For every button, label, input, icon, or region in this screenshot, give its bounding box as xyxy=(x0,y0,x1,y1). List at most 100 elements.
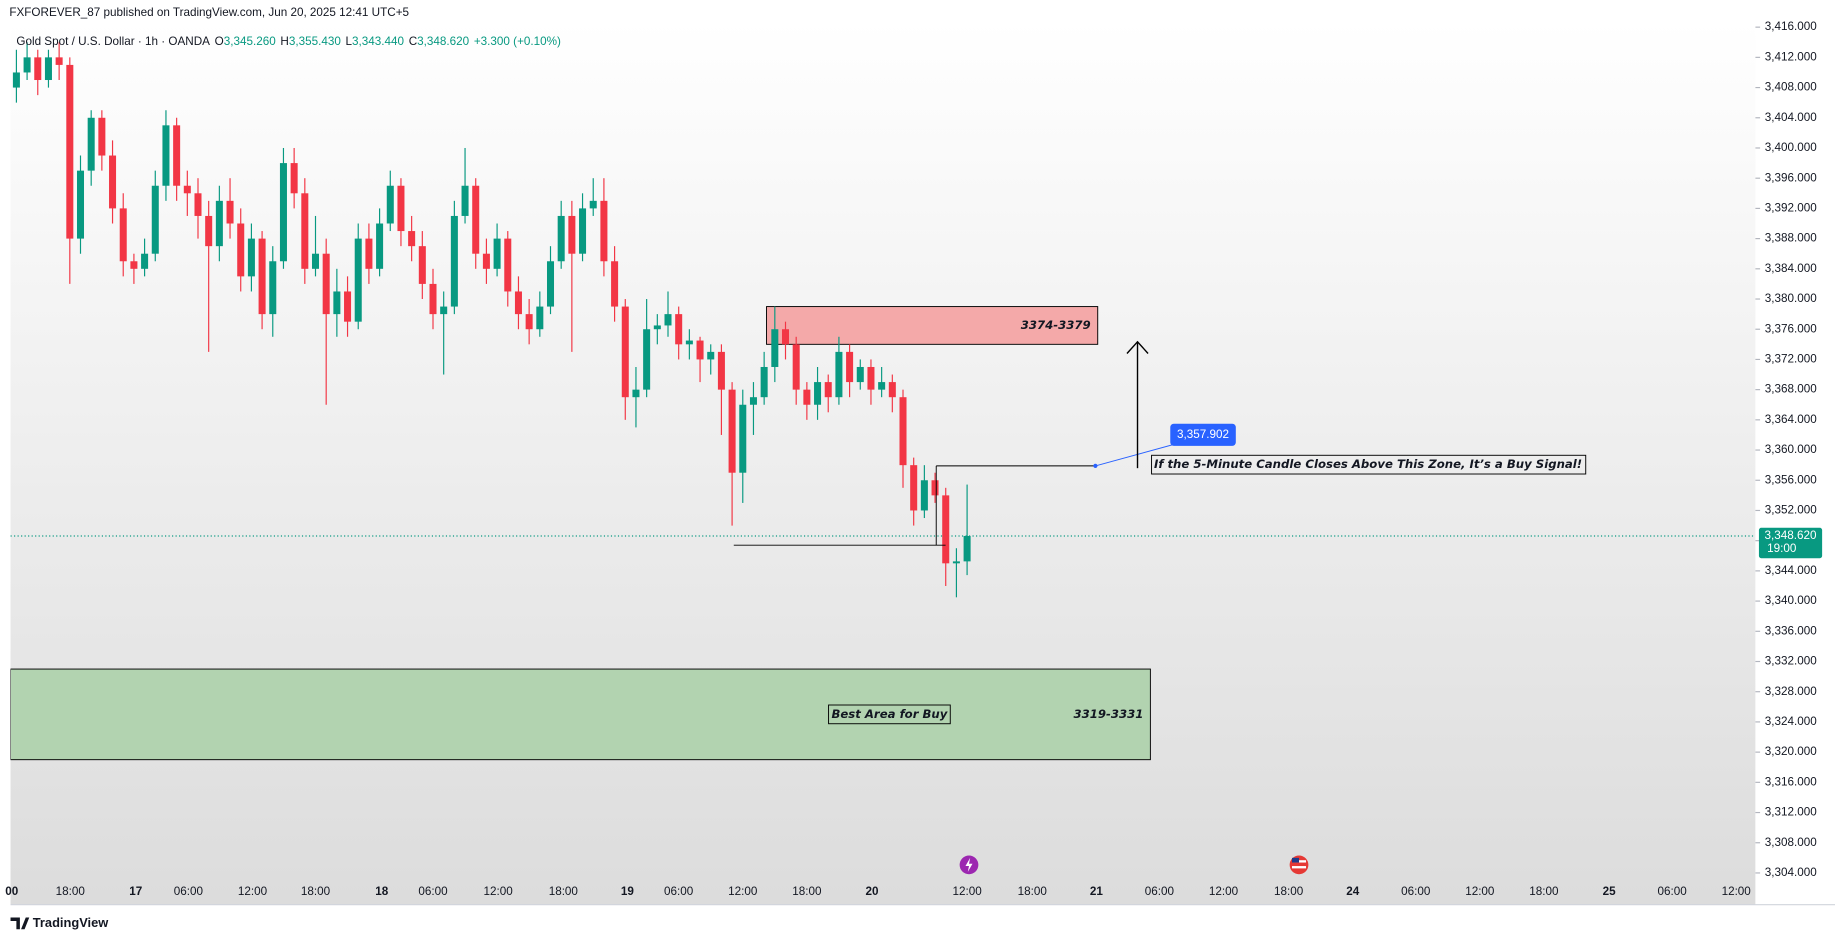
candle-body xyxy=(685,340,693,345)
x-tick-label: 18:00 xyxy=(56,885,86,898)
y-tick-label: 3,356.000 xyxy=(1765,473,1817,486)
candle-body xyxy=(525,314,533,330)
x-tick-label: 12:00 xyxy=(952,885,982,898)
y-tick-label: 3,364.000 xyxy=(1765,413,1817,426)
zone-note-box xyxy=(828,704,951,725)
last-price-label: 3,348.620 xyxy=(1765,529,1817,542)
candle-body xyxy=(536,306,544,330)
y-tick-label: 3,328.000 xyxy=(1765,685,1817,698)
x-tick-label: 18:00 xyxy=(1274,885,1304,898)
candle-body xyxy=(279,163,287,262)
candle-body xyxy=(952,561,960,564)
price-axis xyxy=(1755,21,1835,905)
callout-label: 3,357.902 xyxy=(1177,428,1229,441)
y-tick-label: 3,380.000 xyxy=(1765,292,1817,305)
y-tick-label: 3,336.000 xyxy=(1765,624,1817,637)
candle-body xyxy=(771,329,779,367)
candle-body xyxy=(322,253,330,315)
y-tick-label: 3,404.000 xyxy=(1765,111,1817,124)
x-tick-label: 12:00 xyxy=(1465,885,1495,898)
countdown: 19:00 xyxy=(1767,542,1797,555)
candle-body xyxy=(76,170,85,239)
candle-body xyxy=(408,231,416,247)
x-tick-label: 06:00 xyxy=(174,885,204,898)
candle-body xyxy=(429,283,437,315)
candle-body xyxy=(856,366,864,383)
candle-body xyxy=(824,382,832,398)
event-icon[interactable] xyxy=(959,855,979,875)
zone xyxy=(766,306,1099,345)
x-tick-label: 12:00 xyxy=(1722,885,1752,898)
candle-body xyxy=(333,291,341,315)
x-tick-label: 19 xyxy=(621,885,635,898)
x-tick-label: 18 xyxy=(375,885,389,898)
y-tick-label: 3,344.000 xyxy=(1765,564,1817,577)
zone xyxy=(10,668,1151,761)
x-tick-label: 18:00 xyxy=(301,885,331,898)
candle-body xyxy=(119,208,127,262)
y-tick-label: 3,376.000 xyxy=(1765,322,1817,335)
candle-body xyxy=(514,291,522,315)
candle-body xyxy=(910,465,918,511)
candle-body xyxy=(12,72,20,88)
x-tick-label: 24 xyxy=(1346,885,1359,898)
candle-body xyxy=(141,253,149,269)
candle-body xyxy=(557,215,565,262)
candle-body xyxy=(482,253,490,269)
candle-body xyxy=(878,382,886,390)
flag-icon[interactable] xyxy=(1289,855,1309,875)
candle-body xyxy=(600,200,608,262)
y-tick-label: 3,308.000 xyxy=(1765,836,1817,849)
x-tick-label: 21 xyxy=(1090,885,1104,898)
candle-body xyxy=(611,261,619,307)
overlay-layer: 3,304.000 3,308.000 3,312.000 3,316.000 3,32… xyxy=(5,20,1823,898)
candle-body xyxy=(792,344,800,390)
zone-label: 3319-3331 xyxy=(1073,707,1143,721)
legend-value: 3,345.260 xyxy=(224,35,276,48)
plot-layer xyxy=(10,42,1756,761)
candle-body xyxy=(739,404,747,473)
candle-body xyxy=(899,397,907,466)
candle-body xyxy=(717,351,725,390)
candle-body xyxy=(34,57,42,81)
candle-body xyxy=(418,246,426,284)
candle-body xyxy=(675,314,683,345)
candle-body xyxy=(66,64,74,239)
candle-body xyxy=(632,389,640,398)
x-tick-label: 12:00 xyxy=(1209,885,1239,898)
candle-body xyxy=(920,480,928,511)
zone-label: 3374-3379 xyxy=(1021,318,1091,332)
x-tick-label: 06:00 xyxy=(1401,885,1431,898)
signal-text-box xyxy=(1151,454,1587,475)
x-tick-label: 06:00 xyxy=(418,885,448,898)
candle-body xyxy=(781,329,790,345)
y-tick-label: 3,352.000 xyxy=(1765,504,1817,517)
candle-body xyxy=(44,57,52,81)
candle-body xyxy=(130,261,138,269)
candle-body xyxy=(440,306,448,315)
candle-body xyxy=(344,291,352,322)
y-tick-label: 3,324.000 xyxy=(1765,715,1817,728)
y-tick-label: 3,304.000 xyxy=(1765,866,1817,879)
x-tick-label: 17 xyxy=(129,885,142,898)
candle-body xyxy=(269,261,277,315)
candle-body xyxy=(963,535,971,562)
y-tick-label: 3,416.000 xyxy=(1765,20,1817,33)
callout-line xyxy=(1095,444,1173,467)
x-tick-label: 20 xyxy=(866,885,880,898)
publisher: FXFOREVER_87 published on TradingView.co… xyxy=(9,6,409,19)
y-tick-label: 3,396.000 xyxy=(1765,171,1817,184)
y-tick-label: 3,360.000 xyxy=(1765,443,1817,456)
legend-value: 3,343.440 xyxy=(352,35,404,48)
y-tick-label: 3,412.000 xyxy=(1765,50,1817,63)
candle-body xyxy=(205,215,213,247)
x-tick-label: 18:00 xyxy=(792,885,822,898)
x-tick-label: 12:00 xyxy=(238,885,268,898)
candle-body xyxy=(546,261,555,307)
candle-body xyxy=(461,185,469,216)
candle-body xyxy=(589,200,597,209)
candle-body xyxy=(835,351,843,398)
candle-body xyxy=(749,397,757,405)
signal-text: If the 5-Minute Candle Closes Above This… xyxy=(1154,457,1582,471)
legend-key: C xyxy=(409,35,417,48)
